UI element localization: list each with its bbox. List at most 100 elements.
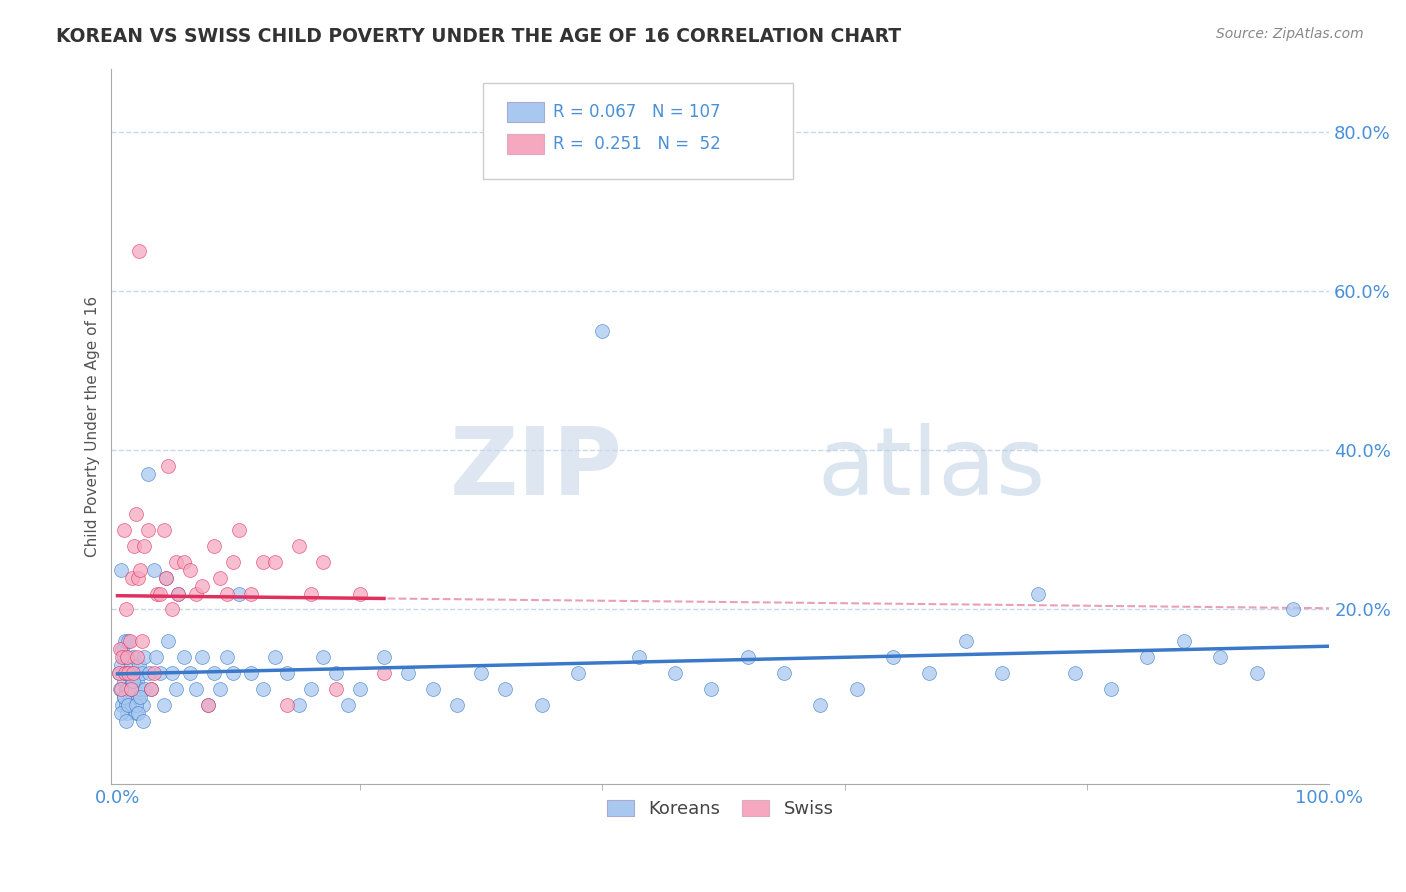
Text: Source: ZipAtlas.com: Source: ZipAtlas.com [1216,27,1364,41]
Point [115,681,138,696]
Point [125,650,148,665]
Point [299,586,322,600]
Point [142,666,165,681]
Point [127,571,149,585]
Point [179,666,201,681]
Point [152,523,174,537]
Point [1173,634,1195,648]
Point [209,571,232,585]
Point [117,681,139,696]
Point [252,681,274,696]
Point [121,698,143,712]
Point [124,706,146,720]
Point [422,681,444,696]
Point [276,666,298,681]
Point [108,642,131,657]
Legend: Koreans, Swiss: Koreans, Swiss [600,793,841,825]
Point [349,681,371,696]
Point [664,666,686,681]
Point [276,698,298,712]
Point [197,698,219,712]
Point [288,698,311,712]
Point [336,698,359,712]
Point [325,681,347,696]
Point [124,698,146,712]
Point [228,586,250,600]
Point [120,681,142,696]
Point [373,666,395,681]
Text: atlas: atlas [818,424,1046,516]
Point [202,666,225,681]
Point [373,650,395,665]
Point [186,681,208,696]
Point [115,698,138,712]
Point [125,673,148,688]
Point [152,698,174,712]
Point [112,673,135,688]
Point [115,602,138,616]
Point [134,650,156,665]
Point [127,690,149,704]
Point [264,555,287,569]
Point [110,681,132,696]
Point [228,523,250,537]
Point [1209,650,1232,665]
Point [325,666,347,681]
Point [121,673,143,688]
Point [141,681,163,696]
Point [132,714,155,728]
Point [110,563,132,577]
Point [264,650,287,665]
Point [124,507,146,521]
Point [141,681,163,696]
Point [197,698,219,712]
Point [1028,586,1050,600]
Point [470,666,492,681]
Point [124,681,146,696]
Point [110,658,132,673]
Point [146,586,169,600]
Point [396,666,419,681]
Point [627,650,650,665]
Point [145,650,167,665]
Point [446,698,468,712]
Point [112,523,135,537]
Point [179,563,201,577]
Point [1282,602,1305,616]
Point [167,586,190,600]
Point [115,650,138,665]
Point [129,681,152,696]
Point [1246,666,1268,681]
Point [191,650,214,665]
Point [991,666,1014,681]
Point [134,681,156,696]
Point [128,658,150,673]
Point [136,467,159,482]
Point [349,586,371,600]
Point [112,690,135,704]
Point [165,681,187,696]
Text: R = 0.067   N = 107: R = 0.067 N = 107 [554,103,721,121]
Point [494,681,516,696]
Point [700,681,723,696]
Point [111,698,134,712]
Point [1136,650,1159,665]
Point [142,563,165,577]
Point [312,650,335,665]
Point [299,681,322,696]
Point [120,681,142,696]
Point [173,650,195,665]
Point [117,666,139,681]
Point [112,650,135,665]
Point [114,666,136,681]
Point [117,634,139,648]
Point [131,666,153,681]
Y-axis label: Child Poverty Under the Age of 16: Child Poverty Under the Age of 16 [86,296,100,557]
Point [186,586,208,600]
Point [567,666,589,681]
Point [127,706,149,720]
Point [115,666,138,681]
Point [107,666,129,681]
Point [120,681,142,696]
Point [845,681,868,696]
